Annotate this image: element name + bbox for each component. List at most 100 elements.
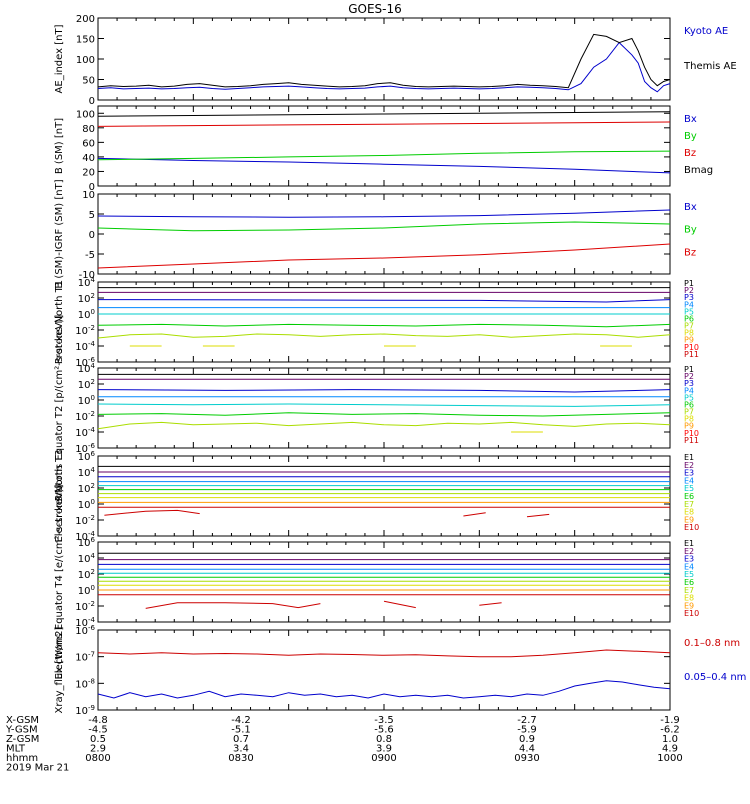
series-line [97,157,671,174]
y-tick-label: 10-4 [75,616,95,629]
x-tick-label: 0800 [85,753,110,764]
y-tick-label: 106 [78,536,96,549]
legend-item: E8 [684,594,694,603]
y-tick-label: 104 [78,276,96,289]
panel-frame [97,541,671,623]
series-segment [104,509,200,516]
legend-item: P1 [684,279,694,288]
y-tick-label: 10 [82,190,95,201]
x-tick-label: 0.7 [233,734,249,745]
x-tick-label: 3.9 [376,744,392,755]
legend-item: E7 [684,586,694,595]
y-tick-label: 104 [78,552,96,565]
legend-item: P2 [684,372,694,381]
y-tick-label: 10-7 [75,651,95,664]
legend-item: E6 [684,492,694,501]
legend-item: P10 [684,429,699,438]
panel-frame [97,193,671,275]
legend-item: Bx [684,202,697,213]
plot-title: GOES-16 [348,2,402,16]
legend-item: P3 [684,379,694,388]
y-tick-label: 10-4 [75,426,95,439]
legend-item: E5 [684,484,694,493]
y-tick-label: 10-4 [75,340,95,353]
y-axis-label: Electrons North T3 [54,449,65,542]
legend-item: E9 [684,515,694,524]
series-segment [463,512,486,517]
y-tick-label: 10-8 [75,677,95,690]
y-axis-label: AE_index [nT] [54,24,65,93]
y-tick-label: -5 [85,250,95,261]
legend-item: E7 [684,500,694,509]
series-line [97,389,671,393]
legend-item: E2 [684,547,694,556]
legend-item: P10 [684,343,699,352]
panel-5: 10-6 10-4 10-2 100 102 104 Protons Equator T2 … [54,315,699,502]
legend-item: P5 [684,393,694,402]
legend-item: Themis AE [683,61,737,72]
x-tick-label: 1000 [657,753,682,764]
x-tick-label: 0.9 [519,734,535,745]
y-tick-label: 100 [78,394,95,407]
panel-frame [97,367,671,449]
y-tick-label: 102 [78,378,95,391]
legend-item: P6 [684,315,694,324]
legend-item: P11 [684,350,699,359]
x-tick-label: 0.5 [90,734,106,745]
y-tick-label: 10-6 [75,624,95,637]
y-tick-label: 10-6 [75,356,95,369]
x-tick-label: 0930 [514,753,539,764]
x-tick-label: 4.4 [519,744,535,755]
y-axis-label: B (SM) [nT] [54,118,65,174]
series-line [97,412,671,417]
y-tick-label: 10-2 [75,600,95,613]
x-tick-label: 1.0 [662,734,678,745]
legend-item: Bx [684,114,697,125]
series-line [97,41,671,93]
x-tick-label: 3.4 [233,744,249,755]
y-axis-label: B (SM)-IGRF (SM) [nT] [54,179,65,288]
y-tick-label: 40 [82,153,95,164]
y-tick-label: 102 [78,292,95,305]
y-tick-label: 200 [76,14,95,25]
series-line [97,33,671,89]
x-tick-label: -5.9 [517,725,537,736]
y-tick-label: 102 [78,482,95,495]
y-tick-label: 80 [82,124,95,135]
y-tick-label: -10 [79,270,95,281]
y-tick-label: 104 [78,362,96,375]
series-line [97,299,671,303]
y-axis-label: Xray_flux [W/m2] [54,626,65,713]
legend-item: E5 [684,570,694,579]
y-tick-label: 0 [89,182,95,193]
legend-item: P9 [684,336,694,345]
x-tick-label: -4.2 [231,715,251,726]
legend-item: P3 [684,293,694,302]
legend-item: E2 [684,461,694,470]
panel-1: 0 50 100 150 200 AE_index [nT] Kyoto AE Themis … [54,14,737,107]
y-tick-label: 0 [89,230,95,241]
series-line [97,680,671,699]
y-axis-label: Electrons Equator T4 [e/(cm²-s-sr-keV)] [54,484,65,679]
y-tick-label: 150 [76,35,95,46]
y-tick-label: 20 [82,167,95,178]
panel-7: 10-4 10-2 100 102 104 106 Electrons Equator T4… [54,484,699,679]
series-line [97,421,671,430]
legend-item: E3 [684,469,694,478]
y-axis-label: Protons North T1 [54,280,65,364]
series-segment [145,602,321,609]
legend-item: E1 [684,539,694,548]
x-row-label: Z-GSM [6,734,39,745]
legend-item: P9 [684,422,694,431]
y-axis-label: Protons Equator T2 [p/(cm²-s-sr-keV)] [54,315,65,502]
x-tick-label: -5.1 [231,725,251,736]
y-tick-label: 100 [76,55,95,66]
series-segment [526,513,550,518]
x-row-label: Y-GSM [5,725,38,736]
series-segment [383,600,416,609]
panel-frame [97,629,671,711]
legend-item: E1 [684,453,694,462]
legend-item: Kyoto AE [684,26,728,37]
x-tick-label: -2.7 [517,715,537,726]
